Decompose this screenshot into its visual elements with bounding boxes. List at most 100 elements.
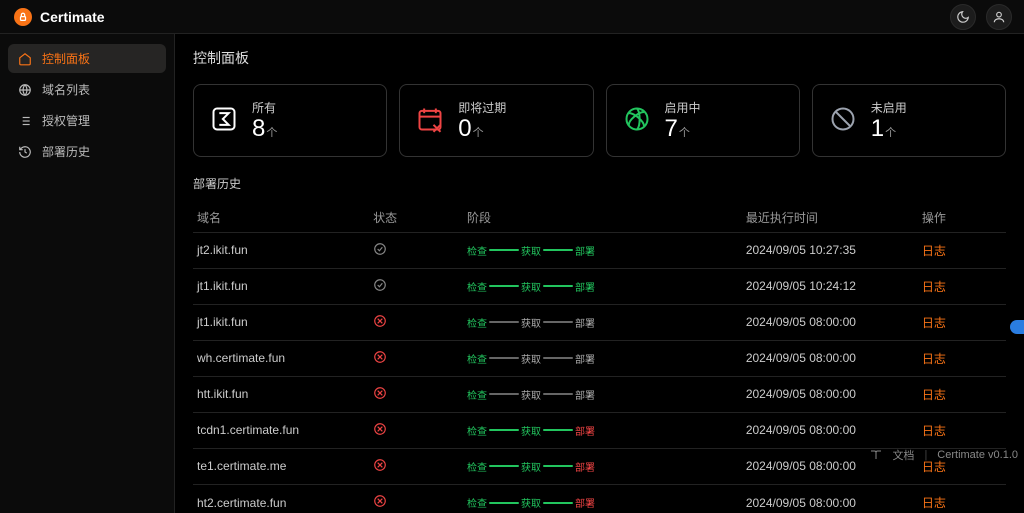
stage-bar xyxy=(489,321,519,323)
sidebar-item-label: 控制面板 xyxy=(42,50,90,67)
stat-card-0[interactable]: 所有8个 xyxy=(193,84,387,157)
log-link[interactable]: 日志 xyxy=(918,232,1006,268)
stat-cards: 所有8个即将过期0个启用中7个未启用1个 xyxy=(193,84,1006,157)
stage-deploy: 部署 xyxy=(575,387,595,402)
card-value: 0 xyxy=(458,115,471,142)
stage-deploy: 部署 xyxy=(575,279,595,294)
th-status: 状态 xyxy=(369,202,463,232)
card-unit: 个 xyxy=(266,127,277,139)
cell-time: 2024/09/05 08:00:00 xyxy=(742,376,918,412)
aperture-icon xyxy=(623,105,651,136)
user-icon xyxy=(992,10,1006,24)
status-ok-icon xyxy=(373,278,387,292)
cell-time: 2024/09/05 08:00:00 xyxy=(742,412,918,448)
cell-status xyxy=(369,376,463,412)
stage-bar xyxy=(543,357,573,359)
cell-stage: 检查获取部署 xyxy=(463,232,742,268)
status-error-icon xyxy=(373,350,387,364)
status-error-icon xyxy=(373,314,387,328)
stat-card-2[interactable]: 启用中7个 xyxy=(606,84,800,157)
card-label: 所有 xyxy=(252,99,277,116)
stage-check: 检查 xyxy=(467,315,487,330)
moon-icon xyxy=(956,10,970,24)
stage-check: 检查 xyxy=(467,279,487,294)
stat-card-3[interactable]: 未启用1个 xyxy=(812,84,1006,157)
stage-deploy: 部署 xyxy=(575,351,595,366)
stat-card-1[interactable]: 即将过期0个 xyxy=(399,84,593,157)
stage-fetch: 获取 xyxy=(521,279,541,294)
stage-bar xyxy=(489,465,519,467)
card-label: 即将过期 xyxy=(458,99,506,116)
table-row: jt1.ikit.fun检查获取部署2024/09/05 10:24:12日志 xyxy=(193,268,1006,304)
table-row: wh.certimate.fun检查获取部署2024/09/05 08:00:0… xyxy=(193,340,1006,376)
card-unit: 个 xyxy=(885,127,896,139)
cell-status xyxy=(369,304,463,340)
cell-stage: 检查获取部署 xyxy=(463,412,742,448)
stage-check: 检查 xyxy=(467,423,487,438)
sidebar-item-3[interactable]: 部署历史 xyxy=(8,137,166,166)
brand-name: Certimate xyxy=(40,9,105,25)
stage-bar xyxy=(543,429,573,431)
sidebar-item-2[interactable]: 授权管理 xyxy=(8,106,166,135)
stage-fetch: 获取 xyxy=(521,459,541,474)
cell-status xyxy=(369,268,463,304)
version-label: Certimate v0.1.0 xyxy=(937,449,1018,461)
stage-bar xyxy=(489,502,519,504)
cell-stage: 检查获取部署 xyxy=(463,340,742,376)
stage-bar xyxy=(489,429,519,431)
stage-deploy: 部署 xyxy=(575,315,595,330)
cell-domain: ht2.certimate.fun xyxy=(193,484,369,513)
log-link[interactable]: 日志 xyxy=(918,484,1006,513)
stage-bar xyxy=(543,393,573,395)
stage-fetch: 获取 xyxy=(521,351,541,366)
cell-domain: jt1.ikit.fun xyxy=(193,304,369,340)
cell-domain: te1.certimate.me xyxy=(193,448,369,484)
footer: 文档 | Certimate v0.1.0 xyxy=(870,447,1018,463)
theme-toggle-button[interactable] xyxy=(950,4,976,30)
status-error-icon xyxy=(373,386,387,400)
cell-domain: jt2.ikit.fun xyxy=(193,232,369,268)
page-title: 控制面板 xyxy=(193,48,1006,68)
cell-time: 2024/09/05 08:00:00 xyxy=(742,484,918,513)
table-row: htt.ikit.fun检查获取部署2024/09/05 08:00:00日志 xyxy=(193,376,1006,412)
cell-time: 2024/09/05 08:00:00 xyxy=(742,340,918,376)
stage-deploy: 部署 xyxy=(575,243,595,258)
sidebar-item-label: 授权管理 xyxy=(42,112,90,129)
brand: Certimate xyxy=(14,8,105,26)
book-icon xyxy=(870,449,882,461)
sidebar-item-label: 部署历史 xyxy=(42,143,90,160)
status-error-icon xyxy=(373,422,387,436)
card-label: 未启用 xyxy=(871,99,907,116)
sidebar-item-0[interactable]: 控制面板 xyxy=(8,44,166,73)
th-time: 最近执行时间 xyxy=(742,202,918,232)
th-stage: 阶段 xyxy=(463,202,742,232)
cell-stage: 检查获取部署 xyxy=(463,448,742,484)
ban-icon xyxy=(829,105,857,136)
stage-deploy: 部署 xyxy=(575,459,595,474)
th-action: 操作 xyxy=(918,202,1006,232)
stage-deploy: 部署 xyxy=(575,495,595,510)
sidebar: 控制面板域名列表授权管理部署历史 xyxy=(0,34,175,513)
cell-status xyxy=(369,484,463,513)
log-link[interactable]: 日志 xyxy=(918,304,1006,340)
log-link[interactable]: 日志 xyxy=(918,340,1006,376)
log-link[interactable]: 日志 xyxy=(918,376,1006,412)
cell-domain: tcdn1.certimate.fun xyxy=(193,412,369,448)
stage-bar xyxy=(543,321,573,323)
log-link[interactable]: 日志 xyxy=(918,412,1006,448)
edge-bubble-icon[interactable] xyxy=(1010,320,1024,334)
cell-time: 2024/09/05 10:27:35 xyxy=(742,232,918,268)
cell-status xyxy=(369,448,463,484)
user-menu-button[interactable] xyxy=(986,4,1012,30)
sidebar-item-1[interactable]: 域名列表 xyxy=(8,75,166,104)
stage-check: 检查 xyxy=(467,495,487,510)
history-table: 域名 状态 阶段 最近执行时间 操作 jt2.ikit.fun检查获取部署202… xyxy=(193,202,1006,513)
docs-link[interactable]: 文档 xyxy=(892,447,914,463)
cell-domain: jt1.ikit.fun xyxy=(193,268,369,304)
th-domain: 域名 xyxy=(193,202,369,232)
stage-bar xyxy=(489,357,519,359)
stage-deploy: 部署 xyxy=(575,423,595,438)
calendar-x-icon xyxy=(416,105,444,136)
log-link[interactable]: 日志 xyxy=(918,268,1006,304)
card-unit: 个 xyxy=(473,127,484,139)
